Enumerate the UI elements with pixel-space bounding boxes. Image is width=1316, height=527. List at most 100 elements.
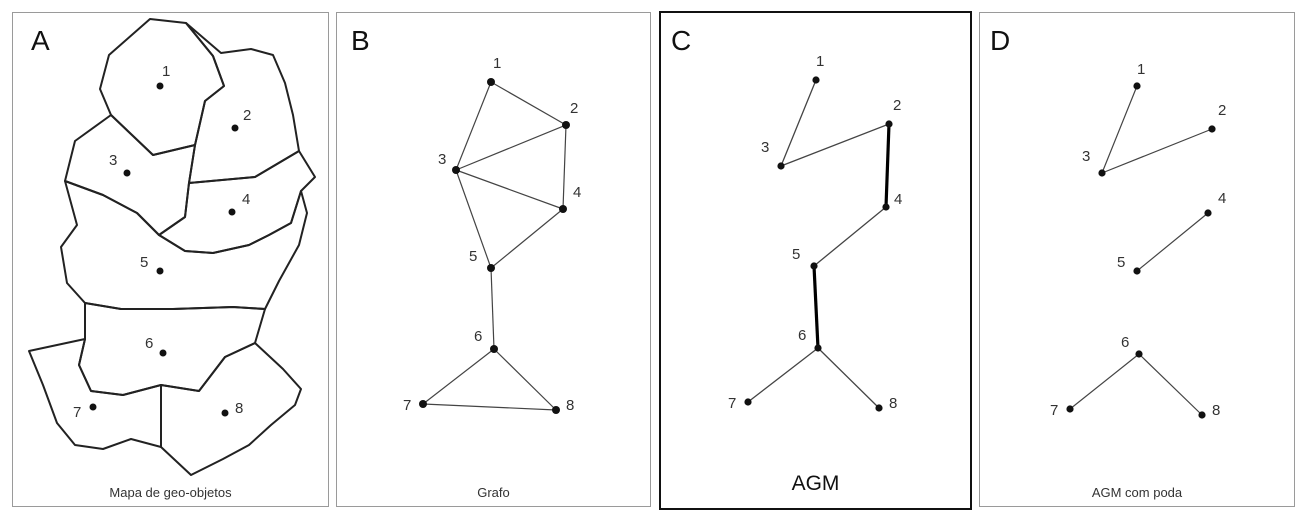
node-2 [562,121,570,129]
panel-caption: AGM [791,472,840,495]
edge [813,206,887,267]
node-6 [814,344,822,352]
edge [455,81,492,171]
node-label-3: 3 [109,152,117,169]
node-8 [221,409,229,417]
node-label-5: 5 [469,248,477,265]
node-4 [1204,209,1212,217]
edge [1069,353,1140,410]
panel-letter: C [671,25,692,56]
node-label-2: 2 [243,107,251,124]
panel-mst: C 1 2 3 4 5 6 7 8 AGM [659,11,972,510]
panel-map: A 1 2 3 4 5 6 7 8 Mapa de geo-objetos [12,12,329,507]
node-6 [159,349,167,357]
node-8 [1198,411,1206,419]
edge [490,208,564,269]
node-2 [231,124,239,132]
geo-object-region-2 [185,22,300,184]
edge [490,267,495,350]
node-label-3: 3 [438,151,446,168]
edge [817,347,880,409]
edge [780,79,817,167]
edge [1101,85,1138,174]
geo-objects-map: 1 2 3 4 5 6 7 8 [28,18,316,476]
node-label-2: 2 [570,100,578,117]
node-label-1: 1 [493,55,501,72]
node-label-6: 6 [474,328,482,345]
edge [1101,128,1213,174]
node-5 [156,267,164,275]
node-5 [810,262,818,270]
node-3 [1098,169,1106,177]
geo-object-region-6 [78,302,266,396]
node-label-3: 3 [1082,148,1090,165]
geo-object-region-8 [160,342,302,476]
node-label-4: 4 [1218,190,1226,207]
panel-pruned-mst: D 1 2 3 4 5 6 7 8 AGM com poda [979,12,1295,507]
panel-caption: Grafo [477,485,510,500]
panel-caption: AGM com poda [1091,485,1183,500]
node-7 [89,403,97,411]
node-label-5: 5 [792,246,800,263]
edge [1136,212,1209,272]
edge [490,81,567,126]
edge [780,123,890,167]
node-label-7: 7 [728,395,736,412]
node-label-5: 5 [140,254,148,271]
panel-letter: D [990,25,1011,56]
node-label-4: 4 [573,184,581,201]
node-8 [875,404,883,412]
node-label-8: 8 [566,397,574,414]
edge [747,347,819,403]
node-7 [419,400,427,408]
node-label-1: 1 [162,63,170,80]
panel-caption: Mapa de geo-objetos [109,485,232,500]
node-3 [123,169,131,177]
geo-object-region-7 [28,338,162,450]
node-5 [1133,267,1141,275]
edge [422,403,557,411]
node-6 [490,345,498,353]
panel-graph: B 1 2 3 4 5 6 7 8 Grafo [336,12,651,507]
node-label-7: 7 [73,404,81,421]
node-label-6: 6 [145,335,153,352]
node-label-8: 8 [889,395,897,412]
mst-diagram: 1 2 3 4 5 6 7 8 [728,53,902,412]
panel-letter: B [351,25,370,56]
node-3 [777,162,785,170]
geo-object-region-4 [158,150,316,254]
node-label-3: 3 [761,139,769,156]
geo-object-region-5 [60,180,308,310]
node-label-6: 6 [1121,334,1129,351]
edge [812,265,820,349]
node-1 [487,78,495,86]
node-5 [487,264,495,272]
node-4 [882,203,890,211]
node-label-4: 4 [242,191,250,208]
node-4 [559,205,567,213]
edge [562,124,567,210]
geo-object-region-3 [64,114,196,236]
node-label-6: 6 [798,327,806,344]
node-label-7: 7 [1050,402,1058,419]
node-1 [1133,82,1141,90]
node-7 [1066,405,1074,413]
node-4 [228,208,236,216]
node-1 [812,76,820,84]
pruned-mst-diagram: 1 2 3 4 5 6 7 8 [1050,61,1226,419]
edge [1138,353,1203,416]
graph-diagram: 1 2 3 4 5 6 7 8 [403,55,581,414]
node-7 [744,398,752,406]
node-label-8: 8 [1212,402,1220,419]
edge [493,348,557,411]
node-1 [156,82,164,90]
node-3 [452,166,460,174]
node-2 [885,120,893,128]
node-6 [1135,350,1143,358]
node-2 [1208,125,1216,133]
node-label-7: 7 [403,397,411,414]
node-label-2: 2 [1218,102,1226,119]
node-label-2: 2 [893,97,901,114]
node-label-4: 4 [894,191,902,208]
edge [884,123,891,208]
